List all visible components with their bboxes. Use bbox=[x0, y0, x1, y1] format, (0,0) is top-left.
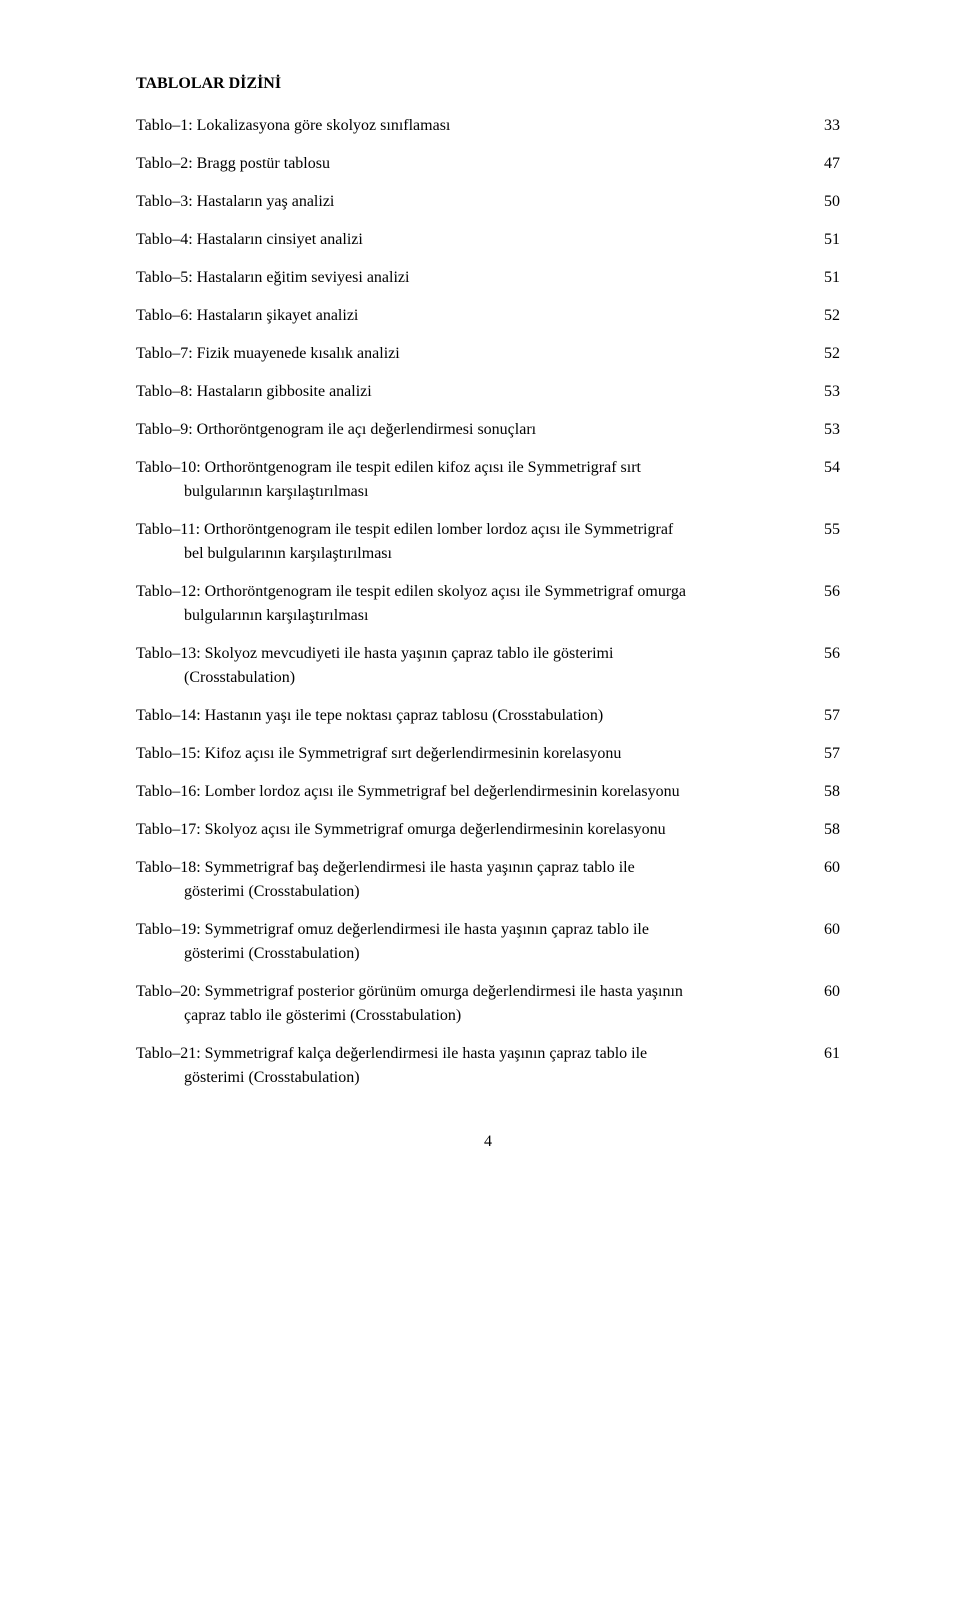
toc-entry-page: 50 bbox=[816, 190, 840, 214]
toc-entry-text: Tablo–4: Hastaların cinsiyet analizi bbox=[136, 228, 816, 252]
toc-entry: Tablo–16: Lomber lordoz açısı ile Symmet… bbox=[136, 780, 840, 804]
toc-entry-text: Tablo–11: Orthoröntgenogram ile tespit e… bbox=[136, 518, 816, 566]
toc-entry-line1: Tablo–13: Skolyoz mevcudiyeti ile hasta … bbox=[136, 645, 613, 662]
toc-entry-line2: (Crosstabulation) bbox=[136, 666, 792, 690]
toc-entry: Tablo–10: Orthoröntgenogram ile tespit e… bbox=[136, 456, 840, 504]
toc-entry: Tablo–17: Skolyoz açısı ile Symmetrigraf… bbox=[136, 818, 840, 842]
toc-entry: Tablo–14: Hastanın yaşı ile tepe noktası… bbox=[136, 704, 840, 728]
section-heading: TABLOLAR DİZİNİ bbox=[136, 72, 840, 96]
toc-entry-line2: gösterimi (Crosstabulation) bbox=[136, 942, 792, 966]
toc-entry-page: 57 bbox=[816, 742, 840, 766]
toc-entry-text: Tablo–16: Lomber lordoz açısı ile Symmet… bbox=[136, 780, 816, 804]
toc-entry-text: Tablo–13: Skolyoz mevcudiyeti ile hasta … bbox=[136, 642, 816, 690]
toc-entry: Tablo–19: Symmetrigraf omuz değerlendirm… bbox=[136, 918, 840, 966]
toc-entry-text: Tablo–10: Orthoröntgenogram ile tespit e… bbox=[136, 456, 816, 504]
toc-entry-text: Tablo–9: Orthoröntgenogram ile açı değer… bbox=[136, 418, 816, 442]
toc-entry-text: Tablo–6: Hastaların şikayet analizi bbox=[136, 304, 816, 328]
toc-entry: Tablo–2: Bragg postür tablosu 47 bbox=[136, 152, 840, 176]
toc-entry: Tablo–12: Orthoröntgenogram ile tespit e… bbox=[136, 580, 840, 628]
toc-entry-line1: Tablo–20: Symmetrigraf posterior görünüm… bbox=[136, 983, 683, 1000]
toc-entry-text: Tablo–12: Orthoröntgenogram ile tespit e… bbox=[136, 580, 816, 628]
toc-entry-line1: Tablo–17: Skolyoz açısı ile Symmetrigraf… bbox=[136, 821, 666, 838]
toc-entry-page: 55 bbox=[816, 518, 840, 542]
toc-entry-text: Tablo–18: Symmetrigraf baş değerlendirme… bbox=[136, 856, 816, 904]
toc-entry-line1: Tablo–7: Fizik muayenede kısalık analizi bbox=[136, 345, 400, 362]
toc-entry-line2: bulgularının karşılaştırılması bbox=[136, 480, 792, 504]
toc-entry-line1: Tablo–21: Symmetrigraf kalça değerlendir… bbox=[136, 1045, 647, 1062]
toc-entry-line1: Tablo–3: Hastaların yaş analizi bbox=[136, 193, 334, 210]
toc-entry-page: 61 bbox=[816, 1042, 840, 1066]
toc-entry: Tablo–3: Hastaların yaş analizi 50 bbox=[136, 190, 840, 214]
toc-entry: Tablo–11: Orthoröntgenogram ile tespit e… bbox=[136, 518, 840, 566]
toc-entry-page: 53 bbox=[816, 380, 840, 404]
toc-list: Tablo–1: Lokalizasyona göre skolyoz sını… bbox=[136, 114, 840, 1090]
toc-entry-page: 51 bbox=[816, 266, 840, 290]
toc-entry: Tablo–4: Hastaların cinsiyet analizi 51 bbox=[136, 228, 840, 252]
toc-entry-line1: Tablo–19: Symmetrigraf omuz değerlendirm… bbox=[136, 921, 649, 938]
toc-entry-line1: Tablo–14: Hastanın yaşı ile tepe noktası… bbox=[136, 707, 603, 724]
toc-entry: Tablo–8: Hastaların gibbosite analizi 53 bbox=[136, 380, 840, 404]
toc-entry-page: 33 bbox=[816, 114, 840, 138]
toc-entry-line1: Tablo–15: Kifoz açısı ile Symmetrigraf s… bbox=[136, 745, 621, 762]
toc-entry-page: 58 bbox=[816, 780, 840, 804]
toc-entry-text: Tablo–20: Symmetrigraf posterior görünüm… bbox=[136, 980, 816, 1028]
toc-entry-text: Tablo–8: Hastaların gibbosite analizi bbox=[136, 380, 816, 404]
toc-entry-page: 56 bbox=[816, 642, 840, 666]
toc-entry-page: 52 bbox=[816, 342, 840, 366]
toc-entry-page: 52 bbox=[816, 304, 840, 328]
toc-entry-page: 58 bbox=[816, 818, 840, 842]
toc-entry-page: 51 bbox=[816, 228, 840, 252]
toc-entry-text: Tablo–17: Skolyoz açısı ile Symmetrigraf… bbox=[136, 818, 816, 842]
page-number: 4 bbox=[136, 1130, 840, 1154]
toc-entry-line1: Tablo–12: Orthoröntgenogram ile tespit e… bbox=[136, 583, 686, 600]
toc-entry: Tablo–15: Kifoz açısı ile Symmetrigraf s… bbox=[136, 742, 840, 766]
toc-entry-text: Tablo–1: Lokalizasyona göre skolyoz sını… bbox=[136, 114, 816, 138]
toc-entry-page: 47 bbox=[816, 152, 840, 176]
toc-entry-line1: Tablo–5: Hastaların eğitim seviyesi anal… bbox=[136, 269, 409, 286]
toc-entry-line1: Tablo–16: Lomber lordoz açısı ile Symmet… bbox=[136, 783, 680, 800]
toc-entry-page: 57 bbox=[816, 704, 840, 728]
toc-entry: Tablo–21: Symmetrigraf kalça değerlendir… bbox=[136, 1042, 840, 1090]
toc-entry-page: 54 bbox=[816, 456, 840, 480]
toc-entry-page: 60 bbox=[816, 980, 840, 1004]
toc-entry-text: Tablo–15: Kifoz açısı ile Symmetrigraf s… bbox=[136, 742, 816, 766]
toc-entry-page: 60 bbox=[816, 918, 840, 942]
toc-entry-text: Tablo–14: Hastanın yaşı ile tepe noktası… bbox=[136, 704, 816, 728]
toc-entry-line1: Tablo–4: Hastaların cinsiyet analizi bbox=[136, 231, 363, 248]
toc-entry: Tablo–20: Symmetrigraf posterior görünüm… bbox=[136, 980, 840, 1028]
toc-entry-line1: Tablo–10: Orthoröntgenogram ile tespit e… bbox=[136, 459, 641, 476]
toc-entry: Tablo–1: Lokalizasyona göre skolyoz sını… bbox=[136, 114, 840, 138]
toc-entry-line1: Tablo–18: Symmetrigraf baş değerlendirme… bbox=[136, 859, 635, 876]
toc-entry-line1: Tablo–1: Lokalizasyona göre skolyoz sını… bbox=[136, 117, 450, 134]
toc-entry-text: Tablo–7: Fizik muayenede kısalık analizi bbox=[136, 342, 816, 366]
toc-entry: Tablo–9: Orthoröntgenogram ile açı değer… bbox=[136, 418, 840, 442]
toc-entry-text: Tablo–2: Bragg postür tablosu bbox=[136, 152, 816, 176]
toc-entry-line1: Tablo–9: Orthoröntgenogram ile açı değer… bbox=[136, 421, 536, 438]
toc-entry-text: Tablo–19: Symmetrigraf omuz değerlendirm… bbox=[136, 918, 816, 966]
toc-entry-page: 53 bbox=[816, 418, 840, 442]
toc-entry-text: Tablo–3: Hastaların yaş analizi bbox=[136, 190, 816, 214]
toc-entry: Tablo–6: Hastaların şikayet analizi 52 bbox=[136, 304, 840, 328]
toc-entry-line1: Tablo–11: Orthoröntgenogram ile tespit e… bbox=[136, 521, 673, 538]
toc-entry-page: 60 bbox=[816, 856, 840, 880]
toc-entry-page: 56 bbox=[816, 580, 840, 604]
toc-entry-line1: Tablo–8: Hastaların gibbosite analizi bbox=[136, 383, 372, 400]
toc-entry-line1: Tablo–6: Hastaların şikayet analizi bbox=[136, 307, 358, 324]
toc-entry-line2: bulgularının karşılaştırılması bbox=[136, 604, 792, 628]
toc-entry: Tablo–18: Symmetrigraf baş değerlendirme… bbox=[136, 856, 840, 904]
toc-entry: Tablo–7: Fizik muayenede kısalık analizi… bbox=[136, 342, 840, 366]
toc-entry: Tablo–5: Hastaların eğitim seviyesi anal… bbox=[136, 266, 840, 290]
toc-entry-text: Tablo–5: Hastaların eğitim seviyesi anal… bbox=[136, 266, 816, 290]
toc-entry-line1: Tablo–2: Bragg postür tablosu bbox=[136, 155, 330, 172]
toc-entry-text: Tablo–21: Symmetrigraf kalça değerlendir… bbox=[136, 1042, 816, 1090]
toc-entry-line2: gösterimi (Crosstabulation) bbox=[136, 880, 792, 904]
toc-entry: Tablo–13: Skolyoz mevcudiyeti ile hasta … bbox=[136, 642, 840, 690]
toc-entry-line2: bel bulgularının karşılaştırılması bbox=[136, 542, 792, 566]
toc-entry-line2: gösterimi (Crosstabulation) bbox=[136, 1066, 792, 1090]
toc-entry-line2: çapraz tablo ile gösterimi (Crosstabulat… bbox=[136, 1004, 792, 1028]
